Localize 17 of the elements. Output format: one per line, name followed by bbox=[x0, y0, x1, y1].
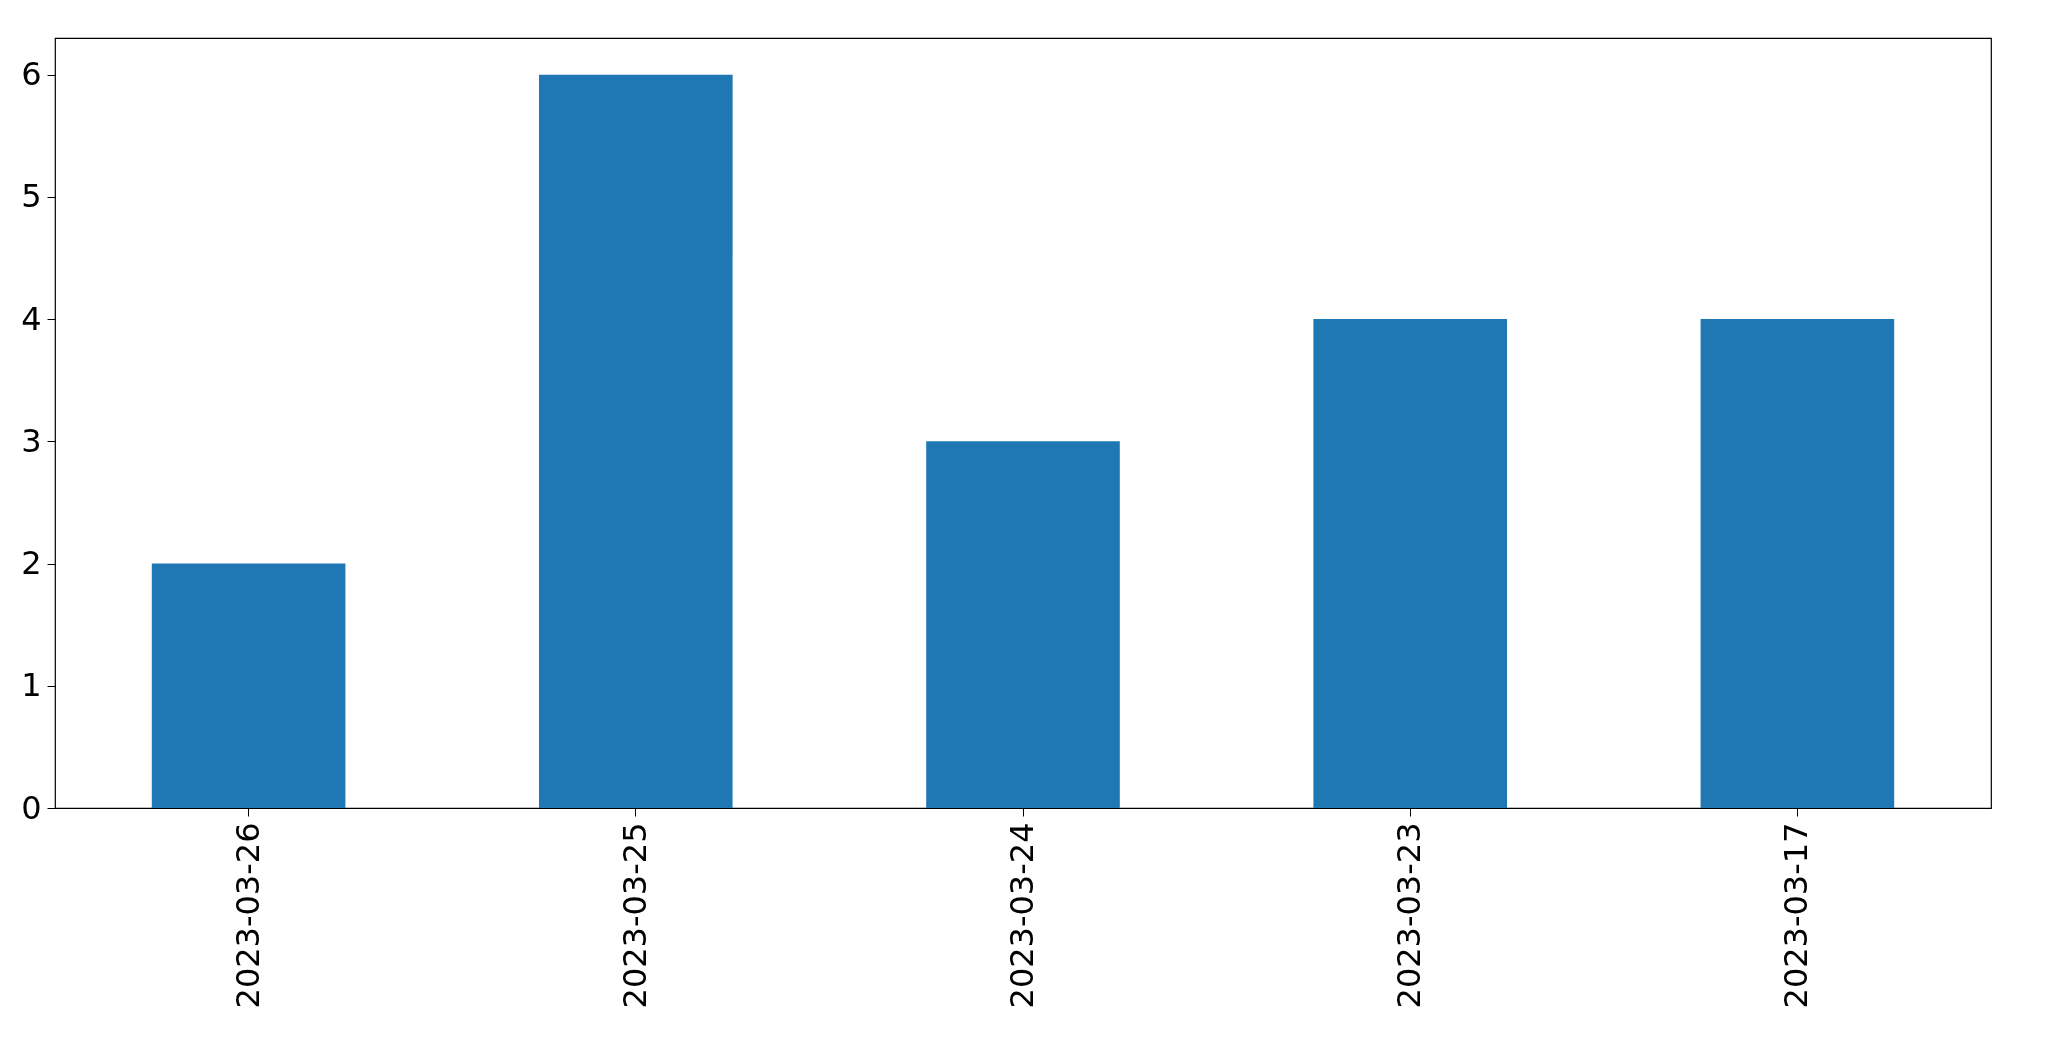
bar bbox=[926, 441, 1120, 808]
x-tick-label: 2023-03-24 bbox=[1003, 822, 1041, 1009]
bar bbox=[1700, 319, 1895, 808]
y-tick-label: 5 bbox=[21, 177, 42, 216]
y-tick-label: 3 bbox=[21, 421, 42, 460]
bar bbox=[1313, 319, 1507, 808]
x-tick-label: 2023-03-25 bbox=[615, 822, 654, 1009]
y-tick-label: 4 bbox=[21, 299, 42, 338]
y-tick-label: 1 bbox=[21, 666, 42, 705]
bar bbox=[151, 563, 346, 808]
x-tick-label: 2023-03-26 bbox=[228, 822, 267, 1009]
bar bbox=[539, 74, 733, 808]
y-tick-label: 2 bbox=[21, 544, 42, 583]
x-tick-label: 2023-03-17 bbox=[1777, 822, 1816, 1009]
x-tick-label: 2023-03-23 bbox=[1390, 822, 1429, 1009]
y-tick-label: 0 bbox=[21, 788, 42, 827]
y-tick-label: 6 bbox=[21, 55, 42, 94]
